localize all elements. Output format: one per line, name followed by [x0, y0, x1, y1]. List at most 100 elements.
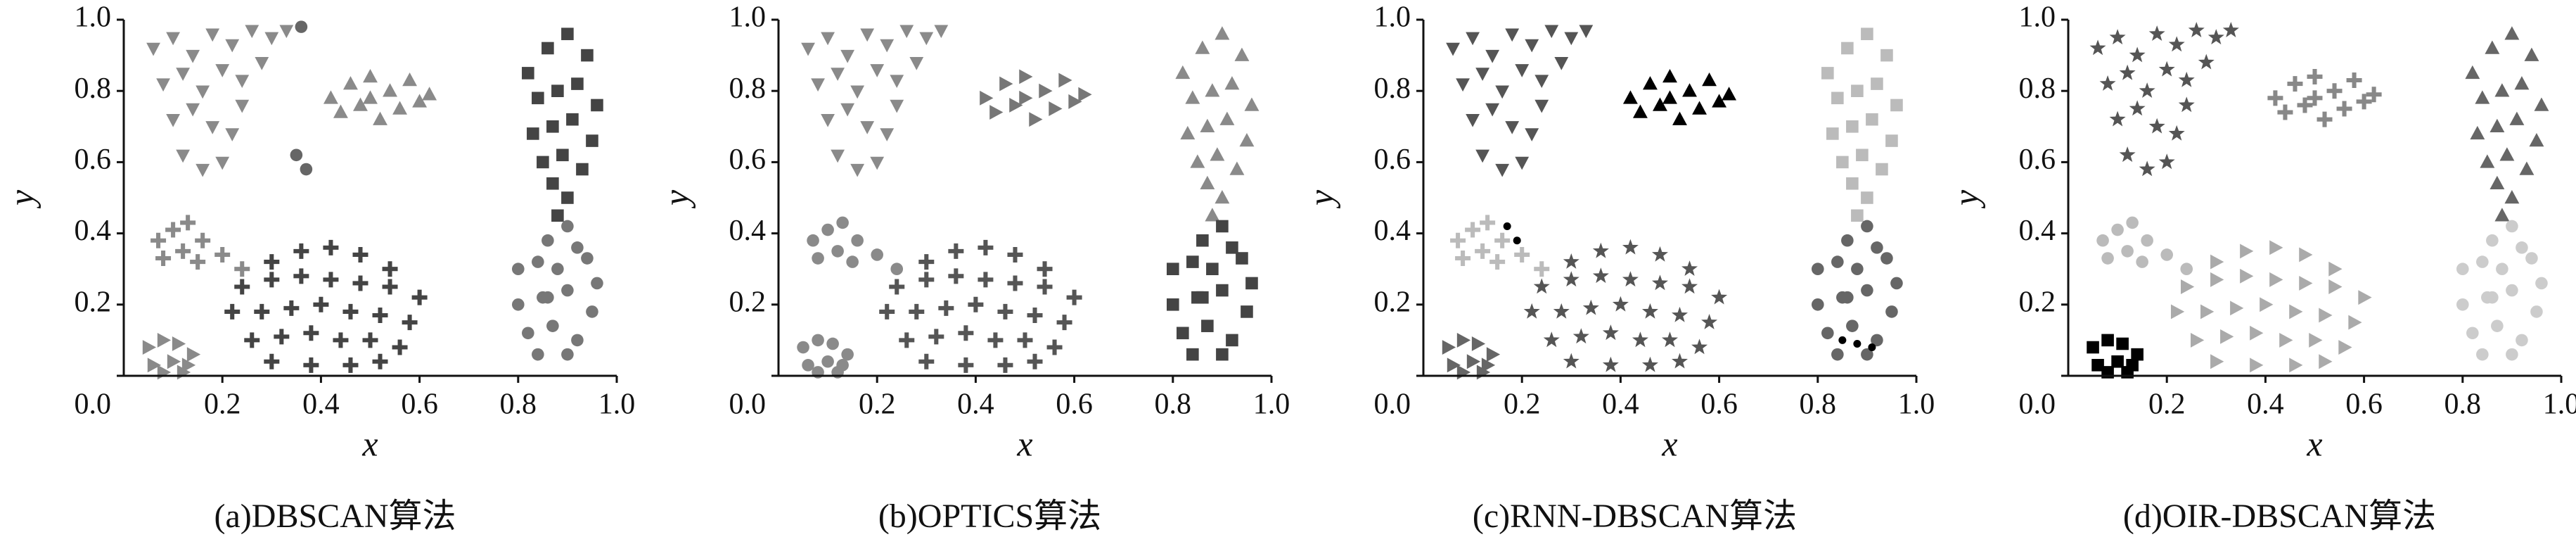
point — [1851, 84, 1864, 97]
point — [821, 355, 834, 368]
point — [402, 315, 418, 331]
point — [166, 32, 180, 46]
point — [2101, 252, 2114, 265]
point — [1245, 277, 1258, 290]
point — [1868, 343, 1876, 352]
point — [2129, 100, 2146, 116]
x-tick-label: 0.2 — [2148, 388, 2186, 421]
point — [2366, 87, 2382, 103]
point — [1078, 87, 1092, 102]
y-tick-label: 0.6 — [2019, 144, 2056, 176]
point — [591, 277, 603, 290]
point — [290, 148, 303, 162]
point — [987, 332, 1004, 348]
point — [225, 128, 240, 141]
point — [1475, 68, 1490, 81]
point — [1216, 220, 1229, 233]
point — [879, 303, 895, 320]
point — [2200, 304, 2215, 320]
point — [586, 134, 598, 147]
point — [1851, 262, 1864, 276]
point — [1201, 320, 1214, 332]
y-tick-label: 0.0 — [729, 388, 767, 421]
point — [1058, 72, 1072, 88]
x-tick-label: 0.6 — [1700, 388, 1738, 421]
point — [2326, 83, 2343, 99]
point — [165, 222, 181, 238]
point — [392, 339, 408, 355]
point — [1485, 103, 1500, 117]
point — [1019, 90, 1033, 106]
point — [1890, 99, 1903, 112]
point — [195, 232, 211, 248]
point — [1554, 57, 1569, 70]
point — [871, 248, 883, 261]
point — [1653, 97, 1667, 111]
point — [2269, 240, 2283, 255]
point — [1229, 161, 1245, 175]
point — [850, 163, 865, 177]
point — [323, 90, 338, 104]
point — [172, 336, 186, 351]
point — [1885, 305, 1898, 318]
point — [1515, 156, 1530, 170]
point — [2348, 315, 2362, 330]
point — [860, 28, 875, 42]
point — [1471, 336, 1486, 351]
point — [1672, 306, 1689, 322]
point — [1533, 278, 1550, 294]
point — [1651, 274, 1668, 291]
point — [1662, 90, 1677, 104]
point — [2139, 82, 2155, 98]
point — [1861, 27, 1873, 41]
point — [352, 246, 369, 262]
point — [586, 305, 598, 318]
point — [1582, 299, 1599, 315]
point — [2096, 234, 2109, 247]
point — [2309, 332, 2323, 348]
point — [1853, 339, 1861, 348]
point — [190, 254, 206, 270]
point — [1681, 260, 1698, 276]
point — [821, 223, 834, 236]
point — [1216, 284, 1229, 297]
point — [2210, 272, 2224, 287]
y-axis-label: y — [1301, 189, 1340, 209]
point — [342, 303, 359, 320]
point — [1831, 255, 1844, 268]
point — [846, 255, 859, 268]
point — [2307, 90, 2323, 106]
point — [1553, 303, 1570, 319]
x-tick-label: 0.6 — [2345, 388, 2383, 421]
point — [1563, 253, 1579, 269]
point — [2525, 252, 2538, 265]
point — [2499, 147, 2515, 161]
point — [363, 90, 378, 104]
point — [2299, 275, 2313, 291]
point — [1215, 26, 1230, 40]
x-axis-label: x — [361, 424, 378, 463]
point — [2456, 298, 2469, 311]
point — [2178, 71, 2195, 87]
point — [215, 64, 230, 77]
point — [2529, 133, 2544, 147]
point — [546, 120, 559, 133]
point — [1481, 358, 1496, 373]
x-tick-label: 1.0 — [2543, 388, 2576, 421]
point — [411, 289, 428, 305]
point — [1523, 303, 1540, 319]
point — [2277, 104, 2293, 120]
point — [918, 353, 935, 369]
point — [1579, 25, 1594, 39]
point — [2250, 325, 2264, 341]
point — [899, 332, 915, 348]
point — [1226, 334, 1238, 347]
y-tick-label: 0.6 — [729, 144, 767, 176]
point — [958, 325, 974, 341]
x-tick-label: 0.2 — [859, 388, 896, 421]
point — [841, 348, 854, 361]
point — [150, 232, 167, 248]
point — [551, 262, 564, 276]
point — [2289, 304, 2303, 320]
